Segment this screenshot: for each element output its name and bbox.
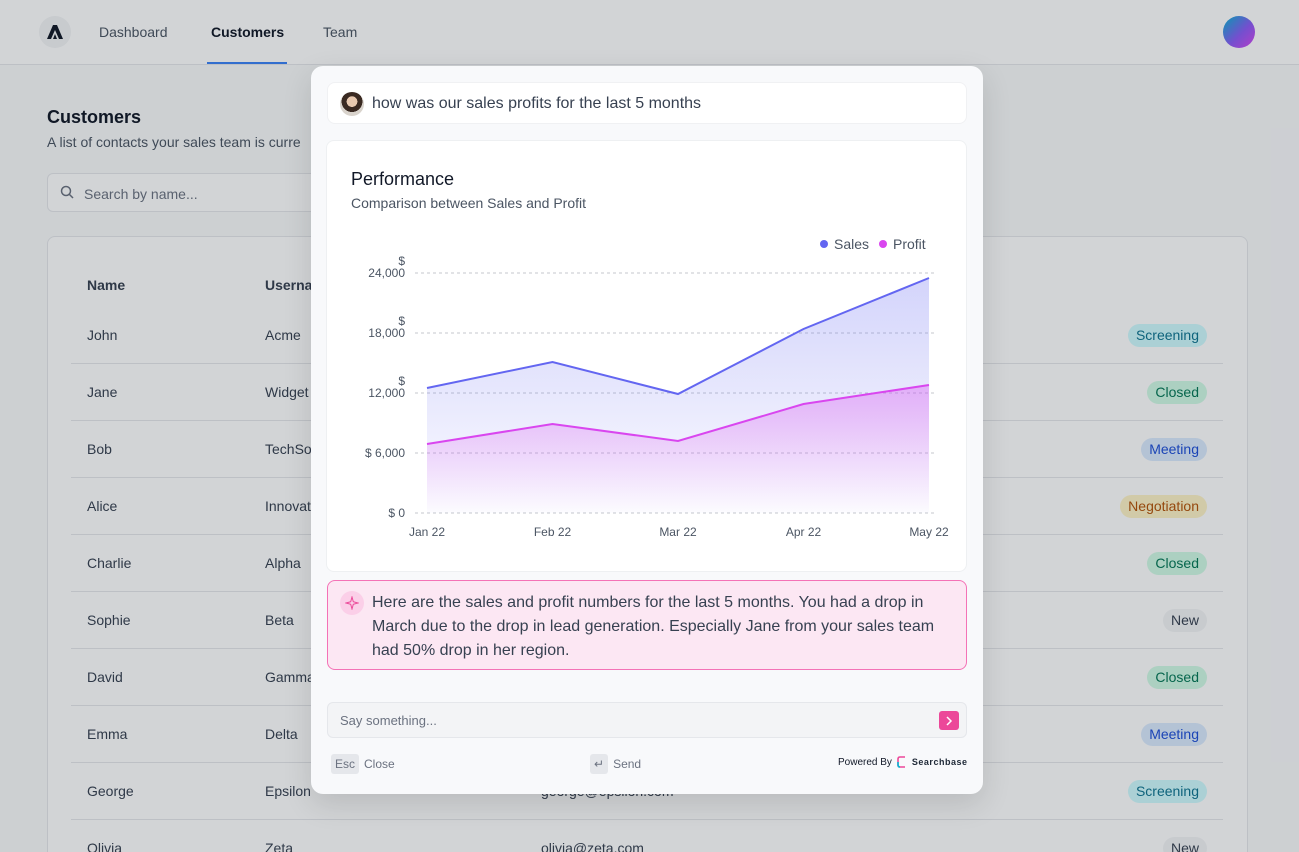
searchbase-logo-icon (897, 756, 905, 768)
status-badge: Closed (1147, 666, 1207, 689)
question-text: how was our sales profits for the last 5… (372, 95, 702, 112)
line-profit (426, 384, 930, 445)
nav-team[interactable]: Team (323, 24, 358, 40)
search-placeholder: Search by name... (84, 186, 198, 202)
column-header-name: Name (87, 277, 126, 293)
page-title: Customers (47, 107, 142, 127)
column-header-username: Userna (265, 277, 313, 293)
logo-icon (47, 25, 63, 39)
chat-input-container (327, 702, 967, 738)
legend-label-sales[interactable]: Sales (834, 236, 869, 252)
search-icon (60, 185, 74, 199)
user-avatar[interactable] (1223, 16, 1255, 48)
chart-title: Performance (351, 169, 455, 189)
cell-name: Sophie (87, 612, 131, 628)
cell-company: Epsilon (265, 783, 311, 799)
close-label: Close (364, 757, 395, 771)
cell-company: Gamma (265, 669, 315, 685)
active-nav-indicator (207, 62, 287, 64)
close-shortcut[interactable]: Esc Close (331, 754, 395, 774)
status-badge: New (1162, 837, 1207, 852)
y-tick-label: $ 0 (388, 506, 405, 520)
send-shortcut[interactable]: ↵ Send (590, 754, 641, 774)
cell-name: George (87, 783, 134, 799)
cell-name: David (87, 669, 123, 685)
area-profit (427, 385, 929, 513)
cell-name: John (87, 327, 118, 343)
x-tick-label: May 22 (909, 525, 949, 539)
cell-name: Alice (87, 498, 118, 514)
x-tick-label: Jan 22 (409, 525, 445, 539)
send-label: Send (613, 757, 642, 771)
send-button[interactable] (939, 711, 959, 730)
status-badge: Screening (1127, 780, 1207, 803)
cell-name: Bob (87, 441, 112, 457)
app-logo[interactable] (39, 16, 71, 48)
legend-label-profit[interactable]: Profit (893, 236, 926, 252)
x-tick-label: Feb 22 (534, 525, 572, 539)
status-badge: Closed (1147, 552, 1207, 575)
user-question: how was our sales profits for the last 5… (327, 82, 967, 124)
chat-input[interactable] (328, 703, 928, 737)
cell-name: Charlie (87, 555, 132, 571)
y-tick-label: $ 6,000 (365, 446, 405, 460)
y-tick-label-currency: $ (398, 254, 405, 268)
user-avatar-small (340, 92, 364, 116)
status-badge: Negotiation (1120, 495, 1207, 518)
chart-subtitle: Comparison between Sales and Profit (351, 195, 587, 211)
legend-dot-profit (879, 240, 887, 248)
powered-by[interactable]: Powered By Searchbase (838, 755, 967, 769)
y-tick-label-currency: $ (398, 374, 405, 388)
top-navigation: Dashboard Customers Team (0, 0, 1299, 65)
enter-key: ↵ (590, 754, 609, 774)
answer-text: Here are the sales and profit numbers fo… (372, 594, 935, 659)
cell-company: Alpha (265, 555, 301, 571)
y-tick-label-currency: $ (398, 314, 405, 328)
cell-company: Zeta (265, 840, 294, 852)
status-badge: Closed (1147, 381, 1207, 404)
cell-company: Innovat (265, 498, 311, 514)
nav-dashboard[interactable]: Dashboard (99, 24, 168, 40)
x-tick-label: Apr 22 (786, 525, 822, 539)
y-tick-label: 18,000 (368, 326, 405, 340)
esc-key: Esc (331, 754, 360, 774)
cell-name: Emma (87, 726, 128, 742)
sparkle-icon (340, 591, 364, 615)
status-badge: Meeting (1141, 723, 1207, 746)
legend-dot-sales (820, 240, 828, 248)
powered-by-label: Powered By (838, 756, 892, 768)
cell-company: Widget (265, 384, 309, 400)
cell-company: Beta (265, 612, 294, 628)
brand-name: Searchbase (911, 757, 968, 767)
status-badge: Meeting (1141, 438, 1207, 461)
status-badge: Screening (1127, 324, 1207, 347)
table-row[interactable]: Olivia Zeta olivia@zeta.com New (71, 820, 1223, 852)
cell-company: Acme (265, 327, 301, 343)
performance-chart-card: Performance Comparison between Sales and… (326, 140, 967, 572)
y-tick-label: 12,000 (368, 386, 405, 400)
ai-assistant-modal: how was our sales profits for the last 5… (311, 66, 983, 794)
cell-name: Olivia (87, 840, 123, 852)
cell-company: TechSo (265, 441, 312, 457)
assistant-answer: Here are the sales and profit numbers fo… (327, 580, 967, 670)
nav-customers[interactable]: Customers (211, 24, 285, 40)
x-tick-label: Mar 22 (659, 525, 697, 539)
cell-name: Jane (87, 384, 118, 400)
status-badge: New (1162, 609, 1207, 632)
page-subtitle: A list of contacts your sales team is cu… (47, 134, 301, 150)
y-tick-label: 24,000 (368, 266, 405, 280)
cell-email: olivia@zeta.com (541, 840, 644, 852)
line-sales (426, 277, 930, 396)
chevron-right-icon (946, 715, 953, 726)
cell-company: Delta (265, 726, 298, 742)
